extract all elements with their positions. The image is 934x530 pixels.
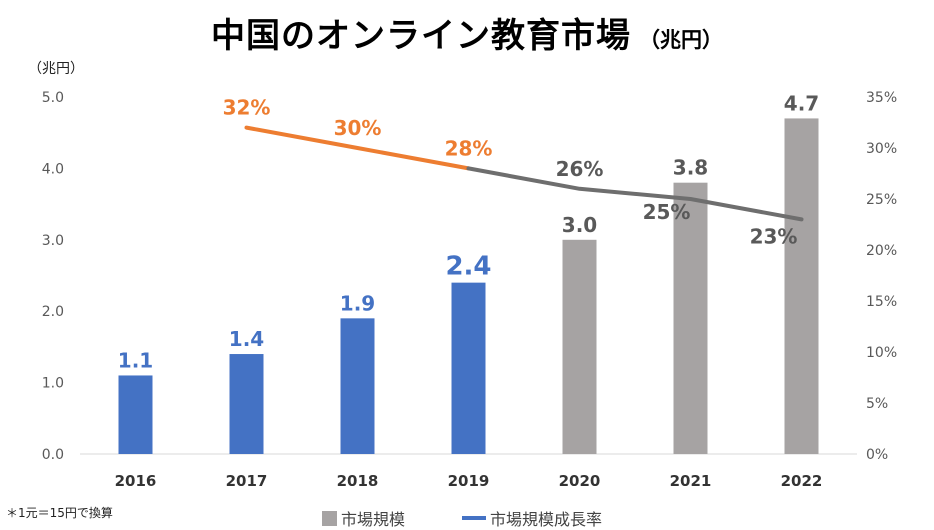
y-tick-label-right: 0% bbox=[866, 447, 888, 463]
legend-swatch-bar bbox=[322, 510, 337, 526]
y-tick-label-left: 3.0 bbox=[42, 233, 64, 249]
bar-2019 bbox=[451, 282, 486, 454]
y-tick-label-left: 1.0 bbox=[42, 376, 64, 392]
y-tick-label-right: 15% bbox=[866, 294, 897, 310]
rate-label-2020: 26% bbox=[556, 157, 604, 181]
bar-value-label-2016: 1.1 bbox=[118, 348, 153, 372]
x-tick-label-2021: 2021 bbox=[670, 472, 712, 490]
bar-value-label-2020: 3.0 bbox=[562, 213, 597, 237]
y-tick-label-right: 20% bbox=[866, 243, 897, 259]
chart-title: 中国のオンライン教育市場 bbox=[211, 16, 631, 56]
bar-2022 bbox=[784, 118, 819, 455]
y-tick-label-right: 25% bbox=[866, 192, 897, 208]
legend-item-market-size: 市場規模 bbox=[322, 506, 405, 530]
chart-title-row: 中国のオンライン教育市場 （兆円） bbox=[0, 8, 934, 57]
rate-label-2019: 28% bbox=[445, 136, 493, 160]
footnote: ＊1元＝15円で換算 bbox=[6, 506, 113, 520]
x-tick-label-2016: 2016 bbox=[115, 472, 157, 490]
y-tick-label-left: 4.0 bbox=[42, 161, 64, 177]
chart-title-unit: （兆円） bbox=[639, 28, 723, 52]
bar-value-label-2017: 1.4 bbox=[229, 327, 264, 351]
bar-2018 bbox=[340, 318, 375, 454]
bar-value-label-2019: 2.4 bbox=[445, 252, 491, 282]
bar-value-label-2022: 4.7 bbox=[784, 91, 819, 115]
x-tick-label-2022: 2022 bbox=[781, 472, 823, 490]
y-tick-label-left: 5.0 bbox=[42, 90, 64, 106]
bar-2021 bbox=[673, 182, 708, 454]
y-tick-label-left: 0.0 bbox=[42, 447, 64, 463]
rate-label-2021: 25% bbox=[643, 200, 691, 224]
x-tick-label-2017: 2017 bbox=[226, 472, 268, 490]
bar-2020 bbox=[562, 239, 597, 454]
rate-label-2018: 30% bbox=[334, 116, 382, 140]
growth-rate-line-actual bbox=[244, 125, 471, 171]
bar-value-label-2021: 3.8 bbox=[673, 156, 708, 180]
x-tick-label-2020: 2020 bbox=[559, 472, 601, 490]
x-tick-label-2018: 2018 bbox=[337, 472, 379, 490]
growth-rate-line-forecast bbox=[466, 166, 804, 222]
legend-label-growth-rate: 市場規模成長率 bbox=[490, 510, 603, 529]
x-tick-label-2019: 2019 bbox=[448, 472, 490, 490]
legend-swatch-line bbox=[462, 516, 486, 520]
bar-2016 bbox=[118, 375, 153, 454]
rate-label-2017: 32% bbox=[223, 96, 271, 120]
legend-label-market-size: 市場規模 bbox=[341, 510, 406, 529]
y-tick-label-right: 30% bbox=[866, 141, 897, 157]
y-tick-label-right: 35% bbox=[866, 90, 897, 106]
y-axis-unit: （兆円） bbox=[28, 61, 84, 77]
rate-label-2022: 23% bbox=[750, 224, 798, 248]
bar-value-label-2018: 1.9 bbox=[340, 291, 375, 315]
bar-2017 bbox=[229, 354, 264, 454]
y-tick-label-left: 2.0 bbox=[42, 304, 64, 320]
legend-item-growth-rate: 市場規模成長率 bbox=[462, 506, 602, 530]
y-tick-label-right: 5% bbox=[866, 396, 888, 412]
y-tick-label-right: 10% bbox=[866, 345, 897, 361]
